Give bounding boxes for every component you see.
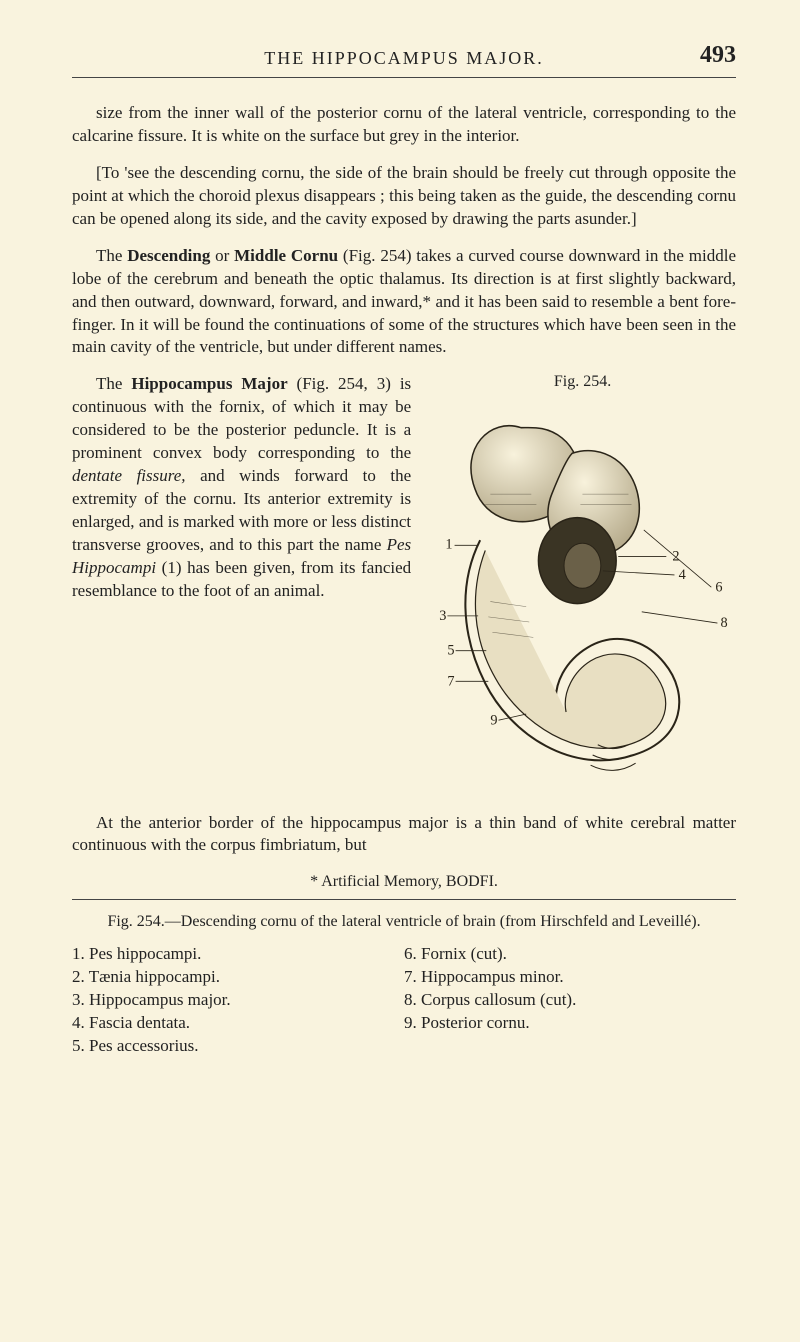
running-head: THE HIPPOCAMPUS MAJOR. [72,48,736,69]
page-container: THE HIPPOCAMPUS MAJOR. 493 size from the… [0,0,800,1105]
footnote-title: * Artificial Memory, BODFI. [72,871,736,893]
footnote-caption: Fig. 254.—Descending cornu of the latera… [72,912,736,933]
fig-label-5: 5 [448,643,455,659]
right-column: Fig. 254. [429,373,736,811]
footnote-rule [72,899,736,900]
fig-label-4: 4 [679,567,686,583]
p3-text-c: or [210,246,234,265]
footnote-right-3: 8. Corpus callosum (cut). [404,989,736,1012]
paragraph-2: [To 'see the descending cornu, the side … [72,162,736,231]
footnote-right-2: 7. Hippocampus minor. [404,966,736,989]
footnote-left-1: 1. Pes hippocampi. [72,943,404,966]
footnote-left-2: 2. Tænia hippocampi. [72,966,404,989]
p3-bold-middle-cornu: Middle Cornu [234,246,338,265]
fig-label-7: 7 [448,674,455,690]
p4-text-a: The [96,374,131,393]
footnote-lists: 1. Pes hippocampi. 2. Tænia hippocampi. … [72,943,736,1058]
page-header: THE HIPPOCAMPUS MAJOR. 493 [72,48,736,69]
fig-label-6: 6 [716,580,723,596]
figure-caption: Fig. 254. [429,373,736,391]
fig-label-3: 3 [439,608,446,624]
paragraph-4: The Hippocampus Major (Fig. 254, 3) is c… [72,373,411,602]
paragraph-1: size from the inner wall of the posterio… [72,102,736,148]
footnote-left-5: 5. Pes accessorius. [72,1035,404,1058]
p3-text-a: The [96,246,127,265]
anatomical-figure: 1 2 3 4 5 6 7 8 9 [429,397,736,806]
p4-italic-dentate: dentate fissure, [72,466,186,485]
fig-label-1: 1 [446,537,453,553]
left-column: The Hippocampus Major (Fig. 254, 3) is c… [72,373,411,811]
p4-bold-hippocampus: Hippocampus Major [131,374,287,393]
paragraph-5: At the anterior border of the hippocampu… [72,812,736,858]
footnote-right-4: 9. Posterior cornu. [404,1012,736,1035]
two-column-section: The Hippocampus Major (Fig. 254, 3) is c… [72,373,736,811]
footnote-right-column: 6. Fornix (cut). 7. Hippocampus minor. 8… [404,943,736,1058]
page-number: 493 [700,42,736,69]
footnote-left-column: 1. Pes hippocampi. 2. Tænia hippocampi. … [72,943,404,1058]
footnote-right-1: 6. Fornix (cut). [404,943,736,966]
p3-bold-descending: Descending [127,246,210,265]
header-rule [72,77,736,78]
fig-label-8: 8 [721,616,728,632]
footnote-left-3: 3. Hippocampus major. [72,989,404,1012]
footnote-left-4: 4. Fascia dentata. [72,1012,404,1035]
fig-label-9: 9 [491,713,498,729]
paragraph-3: The Descending or Middle Cornu (Fig. 254… [72,245,736,360]
fig-label-2: 2 [673,549,680,565]
